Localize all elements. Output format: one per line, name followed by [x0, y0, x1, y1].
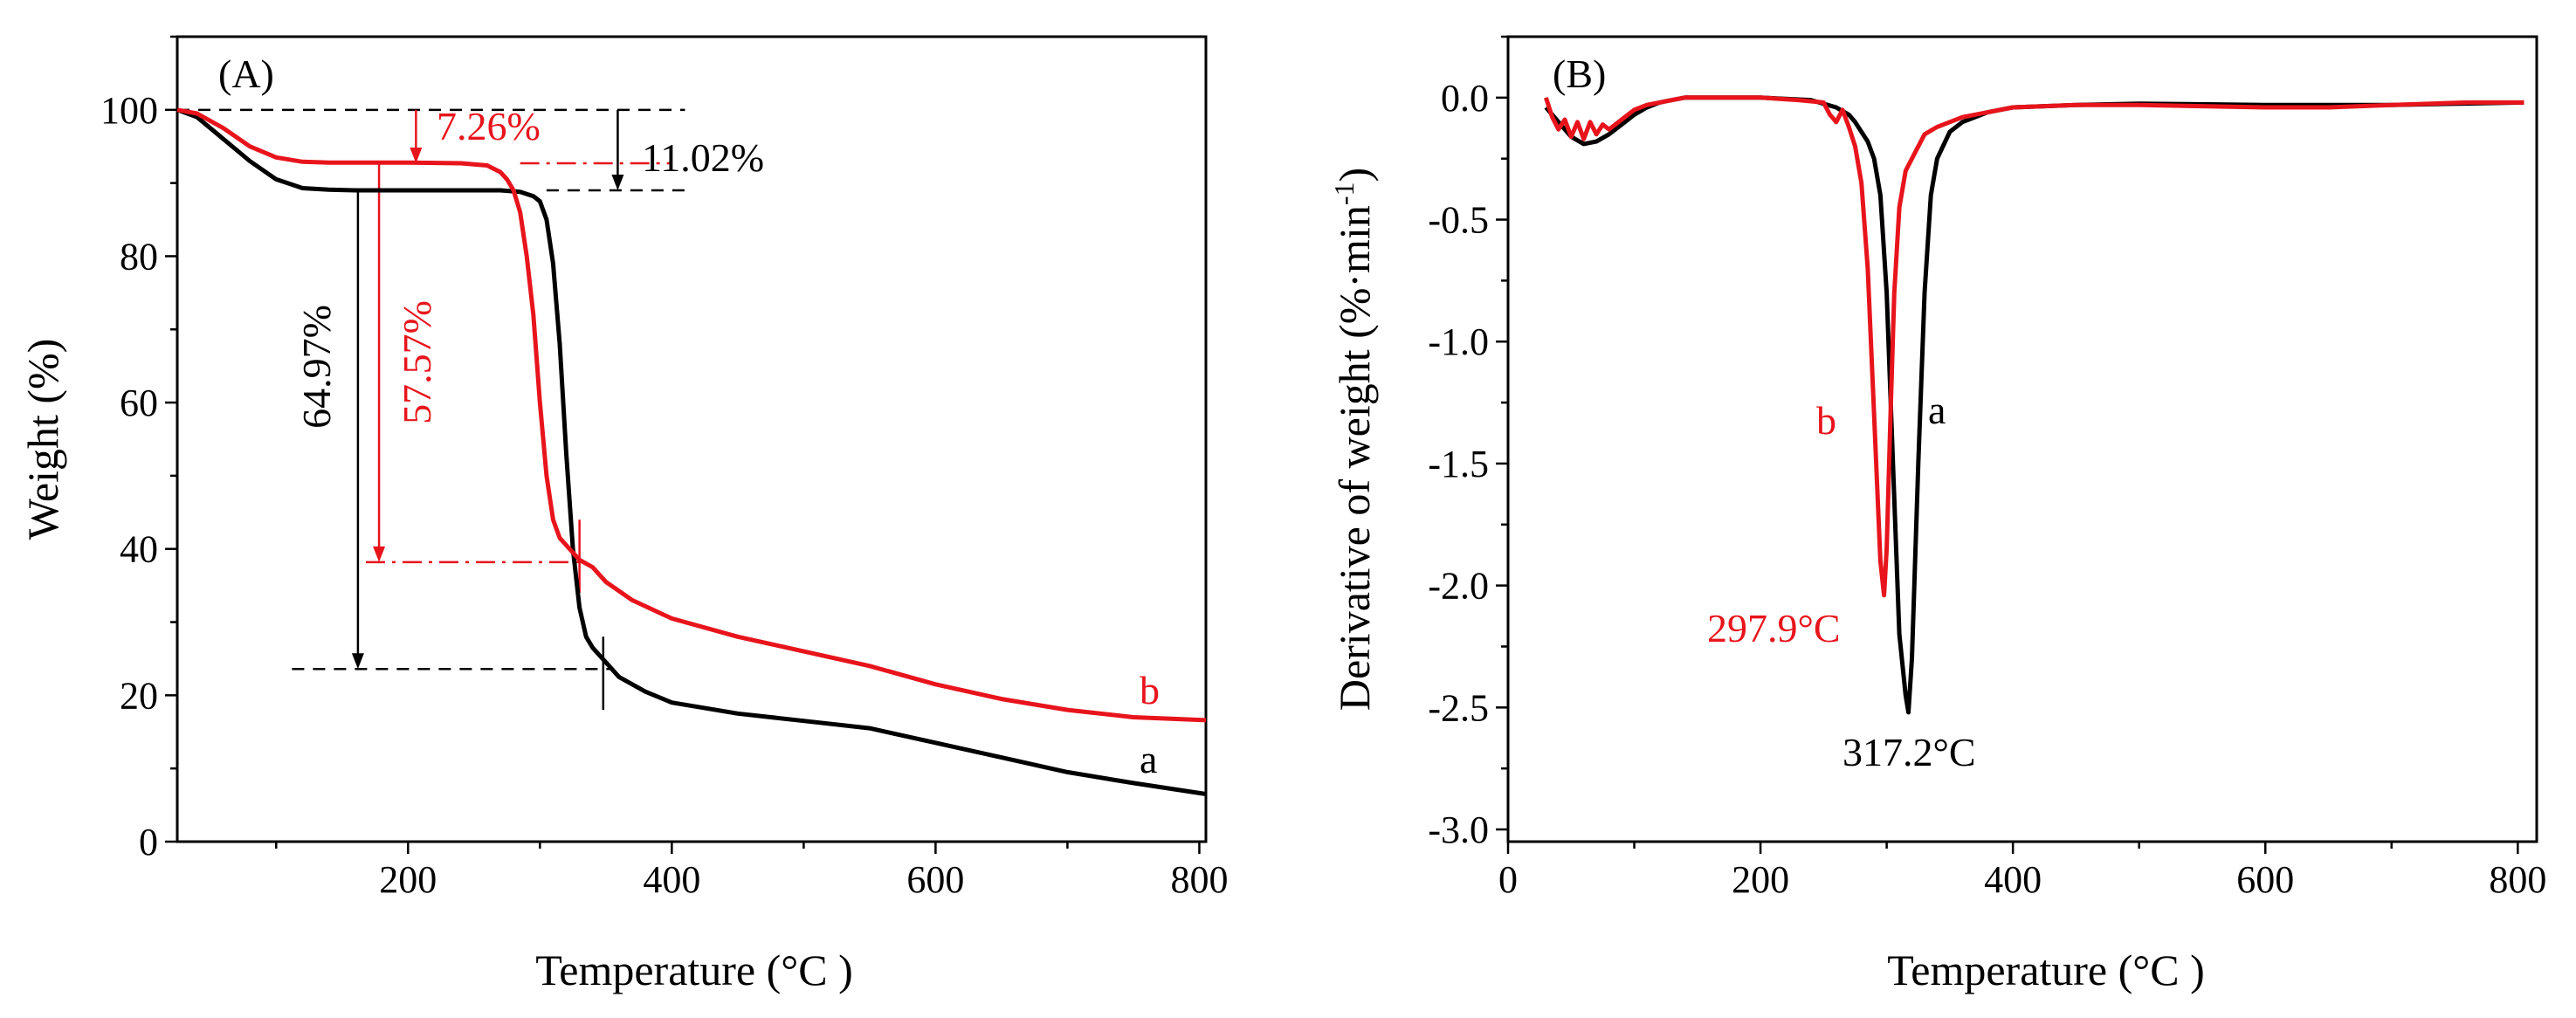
x-tick-label: 600 — [2236, 858, 2294, 901]
panel-b-plot-frame — [1506, 35, 2538, 843]
x-tick-label: 600 — [906, 858, 964, 901]
y-tick-label: 80 — [120, 235, 158, 278]
panel-b-label: (B) — [1553, 52, 1606, 96]
y-tick-label: 100 — [100, 89, 158, 132]
annotation-b-step2-loss: 57.57% — [395, 300, 439, 424]
panel-a-annotation-lines — [177, 108, 685, 711]
series-line-b — [176, 107, 1207, 723]
panel-a-curves — [176, 107, 1207, 796]
y-tick-label: 0 — [139, 821, 158, 863]
panel-a-x-axis-title: Temperature (°C ) — [535, 946, 853, 994]
peak-label-b: 297.9°C — [1707, 606, 1841, 650]
panel-b-curves — [1544, 95, 2524, 715]
series-line-a — [1544, 95, 2524, 715]
y-tick-label: 40 — [120, 528, 158, 571]
arrow-b-step2-head — [373, 546, 386, 562]
x-tick-label: 400 — [643, 858, 700, 901]
y-tick-label: -1.0 — [1428, 320, 1489, 363]
curve-label-a: a — [1140, 737, 1157, 781]
x-tick-label: 200 — [379, 858, 437, 901]
panel-b: 0 200 400 600 800 0.0 -0.5 -1.0 -1.5 -2.0 -2.5 -3.0… — [1328, 35, 2546, 994]
panel-b-y-axis-title: Derivative of weight (%·min-1) — [1328, 168, 1379, 711]
panel-b-ticks: 0 200 400 600 800 0.0 -0.5 -1.0 -1.5 -2.0 -2.5 -3.0 — [1428, 35, 2546, 901]
series-line-a — [176, 107, 1207, 796]
panel-a-label: (A) — [218, 52, 274, 96]
y-tick-label: 20 — [120, 674, 158, 717]
annotation-b-step1-loss: 7.26% — [437, 104, 541, 148]
panel-b-curve-label-a: a — [1928, 388, 1946, 432]
panel-a-y-axis-title: Weight (%) — [18, 339, 67, 540]
y-tick-label: -2.0 — [1428, 565, 1489, 608]
panel-a: 200 400 600 800 0 20 40 60 80 100 (A) Temperature… — [18, 35, 1228, 994]
y-tick-label: -2.5 — [1428, 686, 1489, 729]
x-tick-label: 800 — [2489, 858, 2546, 901]
annotation-a-step2-loss: 64.97% — [294, 305, 339, 429]
x-tick-label: 200 — [1732, 858, 1789, 901]
annotation-a-step1-loss: 11.02% — [642, 135, 764, 180]
arrow-b-step1-head — [410, 148, 423, 164]
panel-a-ticks: 200 400 600 800 0 20 40 60 80 100 — [100, 35, 1228, 901]
arrow-a-step1-head — [611, 175, 624, 191]
x-tick-label: 0 — [1498, 858, 1518, 901]
y-tick-label: -1.5 — [1428, 443, 1489, 485]
panel-a-plot-frame — [176, 35, 1208, 843]
y-tick-label: 0.0 — [1441, 77, 1489, 120]
panel-b-x-axis-title: Temperature (°C ) — [1887, 946, 2205, 994]
panel-b-curve-label-b: b — [1816, 398, 1836, 443]
y-tick-label: -0.5 — [1428, 199, 1489, 242]
series-line-b — [1544, 95, 2524, 598]
curve-label-b: b — [1140, 668, 1160, 712]
y-tick-label: 60 — [120, 382, 158, 424]
arrow-a-step2-head — [351, 653, 364, 670]
x-tick-label: 800 — [1170, 858, 1228, 901]
x-tick-label: 400 — [1984, 858, 2042, 901]
y-tick-label: -3.0 — [1428, 808, 1489, 851]
peak-label-a: 317.2°C — [1842, 730, 1976, 774]
